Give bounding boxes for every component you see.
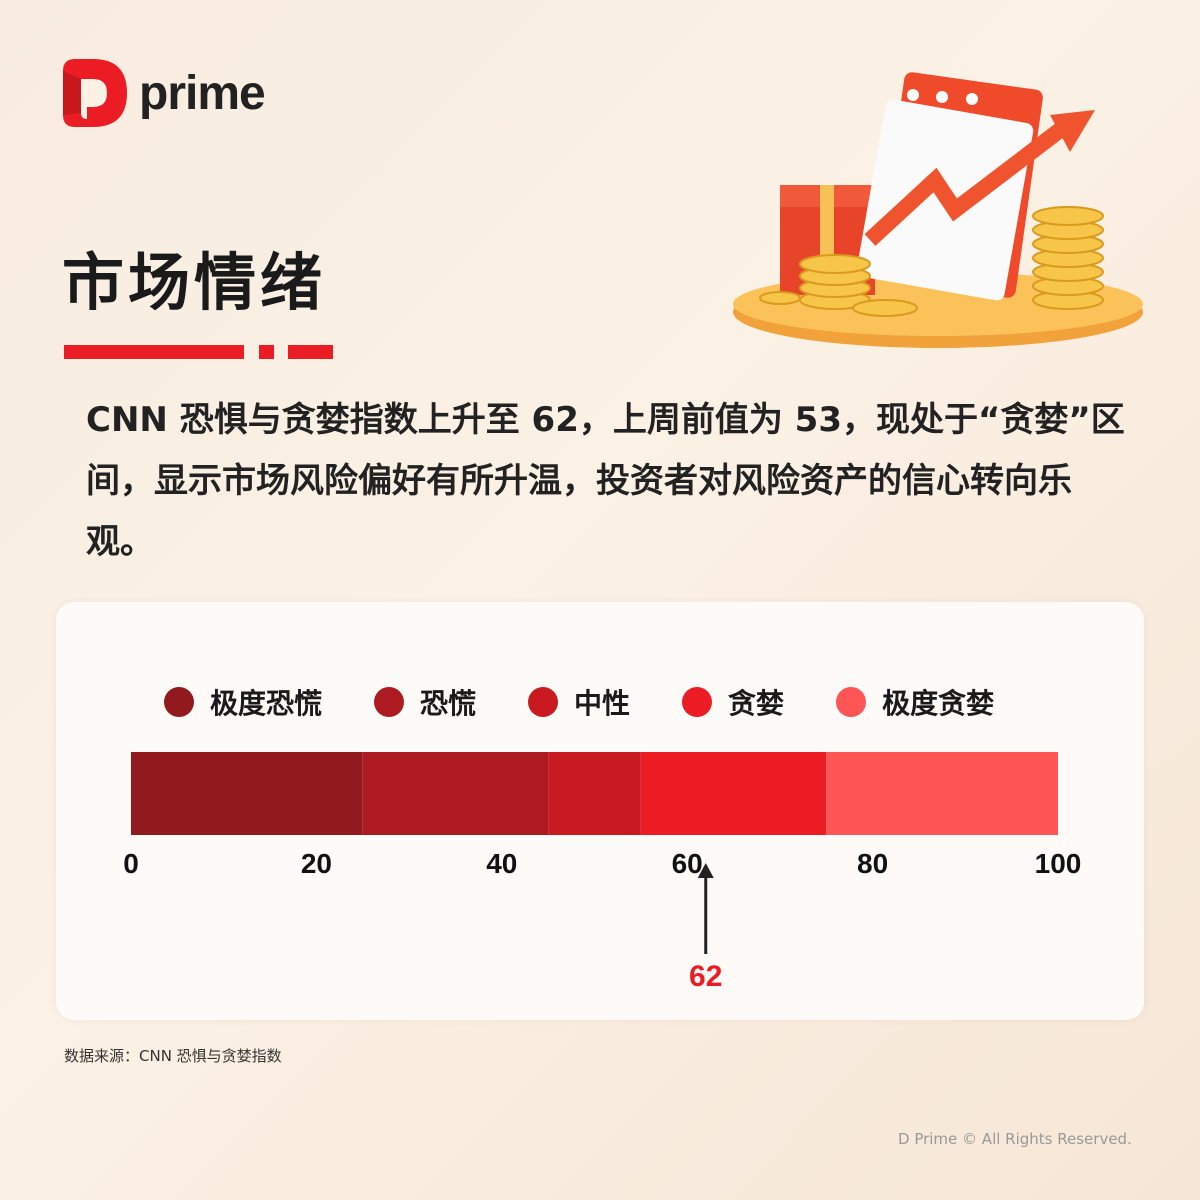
page-title: 市场情绪 [62, 246, 327, 319]
legend-dot-icon [528, 687, 559, 717]
bar-segment [826, 752, 1058, 835]
brand-logo: prime [57, 57, 277, 129]
legend-label: 极度贪婪 [882, 687, 995, 720]
legend-item: 极度贪婪 [836, 682, 994, 722]
tick-label: 60 [672, 848, 703, 879]
legend-item: 极度恐慌 [164, 682, 322, 722]
title-divider-dot [259, 345, 274, 359]
market-illustration [733, 72, 1143, 348]
legend: 极度恐慌 恐慌 中性 贪婪 极度贪婪 [164, 682, 1046, 722]
copyright-footer: D Prime © All Rights Reserved. [898, 1130, 1132, 1148]
legend-label: 贪婪 [728, 687, 785, 720]
title-divider-short [288, 345, 333, 359]
d-logo-icon [63, 59, 127, 127]
legend-item: 贪婪 [682, 682, 784, 722]
legend-item: 中性 [528, 682, 630, 722]
gauge-chart: 0 20 40 60 80 100 62 [123, 752, 1082, 993]
tick-label: 80 [857, 848, 888, 879]
data-source: 数据来源：CNN 恐惧与贪婪指数 [64, 1047, 282, 1065]
legend-item: 恐慌 [374, 682, 476, 722]
tick-label: 100 [1035, 848, 1082, 879]
bar-segment [362, 752, 549, 835]
bar-segment [548, 752, 641, 835]
legend-label: 极度恐慌 [210, 687, 323, 720]
legend-label: 恐慌 [420, 687, 477, 720]
bar-segment [640, 752, 827, 835]
logo-text: prime [139, 66, 266, 120]
gauge-card: 极度恐慌 恐慌 中性 贪婪 极度贪婪 0 20 40 60 80 100 62 [56, 602, 1144, 1020]
legend-dot-icon [374, 687, 405, 717]
indicator-value: 62 [689, 960, 722, 993]
indicator-arrow-icon [697, 863, 714, 878]
legend-dot-icon [836, 687, 867, 717]
summary-paragraph: CNN 恐惧与贪婪指数上升至 62，上周前值为 53，现处于“贪婪”区间，显示市… [86, 400, 1125, 562]
tick-label: 0 [123, 848, 139, 879]
tick-label: 40 [486, 848, 517, 879]
legend-label: 中性 [574, 687, 631, 720]
legend-dot-icon [682, 687, 713, 717]
bar-segment [131, 752, 363, 835]
legend-dot-icon [164, 687, 194, 717]
tick-label: 20 [301, 848, 332, 879]
title-divider [64, 345, 244, 359]
